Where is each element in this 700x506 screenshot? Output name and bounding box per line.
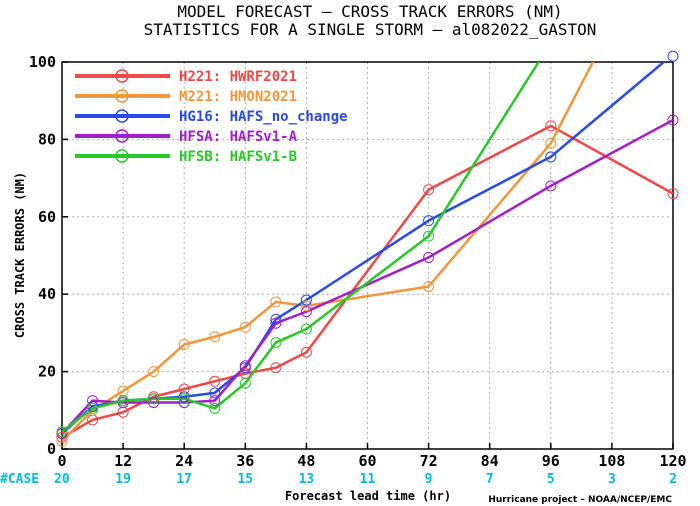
data-point — [117, 395, 129, 407]
y-tick-label: 20 — [38, 363, 56, 381]
case-count: 13 — [299, 472, 315, 487]
data-point — [545, 151, 557, 163]
series-layer — [62, 62, 673, 443]
data-point — [270, 337, 282, 349]
series-line-2 — [62, 62, 595, 443]
x-tick-label: 96 — [542, 452, 560, 470]
legend-marker-4 — [115, 129, 129, 143]
series-line-5 — [62, 62, 541, 433]
data-point — [270, 317, 282, 329]
case-count: 20 — [54, 472, 70, 487]
data-point — [423, 184, 435, 196]
data-point — [209, 387, 221, 399]
case-count: 9 — [425, 472, 433, 487]
chart-title-line1: MODEL FORECAST – CROSS TRACK ERRORS (NM) — [177, 2, 562, 21]
plot-frame — [61, 61, 674, 450]
data-point — [545, 180, 557, 192]
x-tick-label: 108 — [598, 452, 625, 470]
legend-entry-2: M221: HMON2021 — [179, 89, 297, 105]
case-count: 19 — [115, 472, 131, 487]
data-point — [148, 397, 160, 409]
data-point — [423, 230, 435, 242]
legend-entry-3: HG16: HAFS_no_change — [179, 109, 348, 125]
x-tick-label: 60 — [358, 452, 376, 470]
legend: H221: HWRF2021 M221: HMON2021 HG16: HAFS_n… — [75, 69, 348, 165]
x-axis-label: Forecast lead time (hr) — [285, 489, 451, 503]
data-point — [545, 137, 557, 149]
grid — [62, 62, 673, 449]
x-tick-label: 72 — [420, 452, 438, 470]
case-count: 7 — [486, 472, 494, 487]
data-point — [209, 375, 221, 387]
data-point — [300, 300, 312, 312]
data-point — [87, 395, 99, 407]
data-point — [209, 331, 221, 343]
x-tick-label: 84 — [481, 452, 499, 470]
data-point — [423, 215, 435, 227]
data-point — [270, 313, 282, 325]
data-point — [148, 393, 160, 405]
case-count: 2 — [669, 472, 677, 487]
x-tick-label: 24 — [175, 452, 193, 470]
data-point — [270, 296, 282, 308]
x-tick-label: 0 — [57, 452, 66, 470]
credit-text: Hurricane project – NOAA/NCEP/EMC — [488, 495, 672, 505]
x-tick-label: 36 — [236, 452, 254, 470]
legend-marker-1 — [115, 69, 129, 83]
data-point — [667, 50, 679, 62]
legend-marker-5 — [115, 149, 129, 163]
data-point — [56, 431, 68, 443]
case-label: #CASE — [0, 472, 39, 487]
x-axis-ticks: 0 12 24 36 48 60 72 84 96 108 120 — [57, 443, 687, 470]
data-point — [209, 395, 221, 407]
data-point — [667, 188, 679, 200]
y-tick-label: 60 — [38, 208, 56, 226]
data-point — [667, 114, 679, 126]
case-count: 15 — [237, 472, 253, 487]
data-point — [178, 393, 190, 405]
data-point — [545, 120, 557, 132]
data-point — [239, 377, 251, 389]
data-point — [300, 323, 312, 335]
legend-marker-2 — [115, 89, 129, 103]
legend-marker-3 — [115, 109, 129, 123]
x-tick-label: 120 — [659, 452, 686, 470]
marker-layer — [56, 50, 679, 447]
y-tick-label: 40 — [38, 285, 56, 303]
case-count: 3 — [608, 472, 616, 487]
data-point — [270, 362, 282, 374]
data-point — [239, 321, 251, 333]
chart-title-line2: STATISTICS FOR A SINGLE STORM – al082022… — [144, 20, 597, 39]
y-tick-label: 80 — [38, 130, 56, 148]
data-point — [148, 366, 160, 378]
data-point — [239, 360, 251, 372]
data-point — [300, 294, 312, 306]
data-point — [423, 280, 435, 292]
case-count: 11 — [360, 472, 376, 487]
data-point — [178, 397, 190, 409]
y-tick-label: 0 — [47, 440, 56, 458]
legend-entry-4: HFSA: HAFSv1-A — [179, 129, 298, 145]
x-tick-label: 48 — [297, 452, 315, 470]
y-axis-ticks: 0 20 40 60 80 100 — [29, 53, 68, 458]
data-point — [87, 402, 99, 414]
case-counts: 20 19 17 15 13 11 9 7 5 3 2 — [54, 472, 677, 487]
data-point — [300, 346, 312, 358]
case-count: 17 — [176, 472, 192, 487]
data-point — [209, 402, 221, 414]
legend-entry-1: H221: HWRF2021 — [179, 69, 297, 85]
case-count: 5 — [547, 472, 555, 487]
data-point — [423, 251, 435, 263]
data-point — [56, 426, 68, 438]
legend-entry-5: HFSB: HAFSv1-B — [179, 149, 297, 165]
data-point — [178, 339, 190, 351]
y-axis-label: CROSS TRACK ERRORS (NM) — [13, 172, 27, 338]
y-tick-label: 100 — [29, 53, 56, 71]
data-point — [300, 306, 312, 318]
x-tick-label: 12 — [114, 452, 132, 470]
